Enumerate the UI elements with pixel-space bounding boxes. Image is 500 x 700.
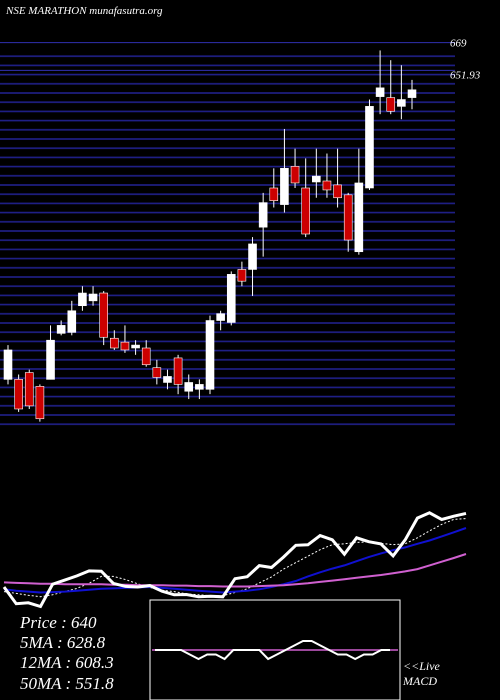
candle-body	[184, 382, 194, 392]
candle-body	[354, 182, 364, 253]
candle-body	[301, 187, 310, 235]
candle-body	[269, 187, 279, 201]
ma-line	[3, 553, 467, 588]
candle-body	[173, 357, 183, 385]
candle-body	[248, 243, 257, 270]
candle-body	[46, 339, 55, 380]
info-5ma: 5MA : 628.8	[20, 633, 106, 652]
candle-body	[3, 349, 13, 380]
candle-body	[343, 194, 353, 241]
candle-body	[56, 325, 66, 334]
candle-body	[386, 97, 396, 112]
candle-body	[35, 386, 45, 420]
candle-body	[375, 87, 385, 97]
info-12ma: 12MA : 608.3	[20, 653, 114, 672]
candle-body	[163, 376, 172, 383]
candle-body	[152, 367, 162, 378]
grid-background	[0, 48, 455, 428]
candle-body	[322, 180, 332, 191]
candle-body	[120, 341, 130, 351]
y-tick-label: 669	[450, 38, 467, 50]
candle-body	[131, 344, 140, 349]
candle-body	[333, 184, 342, 199]
macd-panel	[149, 599, 401, 700]
chart-title: NSE MARATHON munafasutra.org	[5, 5, 163, 17]
candle-body	[88, 293, 98, 302]
info-price: Price : 640	[19, 613, 97, 632]
candle-body	[407, 89, 417, 98]
candle-body	[312, 175, 321, 183]
candle-body	[24, 372, 34, 407]
candle-body	[397, 99, 406, 107]
candle-body	[78, 292, 87, 307]
candle-body	[258, 202, 268, 228]
macd-line	[155, 640, 390, 661]
candle-body	[14, 379, 23, 410]
ma-line	[3, 527, 467, 594]
candle-body	[226, 274, 236, 323]
y-tick-label: 651.93	[450, 69, 481, 81]
candle-body	[365, 106, 374, 189]
price-line	[2, 511, 467, 609]
candle-body	[110, 337, 119, 349]
candle-body	[205, 320, 215, 390]
info-50ma: 50MA : 551.8	[20, 674, 114, 693]
candle-body	[141, 347, 151, 366]
macd-label: MACD	[402, 674, 437, 688]
candle-body	[99, 292, 108, 338]
candle-body	[290, 166, 300, 184]
candle-body	[280, 168, 289, 205]
candle-body	[67, 310, 77, 333]
candle-body	[237, 269, 247, 282]
live-label: <<Live	[403, 659, 441, 673]
candle-body	[216, 313, 225, 321]
candle-body	[195, 384, 204, 390]
